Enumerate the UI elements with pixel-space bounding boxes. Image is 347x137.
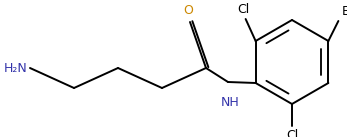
Text: NH: NH: [221, 96, 239, 109]
Text: O: O: [183, 4, 193, 17]
Text: H₂N: H₂N: [4, 62, 28, 75]
Text: Cl: Cl: [237, 3, 250, 16]
Text: Cl: Cl: [286, 129, 298, 137]
Text: Br: Br: [341, 5, 347, 18]
